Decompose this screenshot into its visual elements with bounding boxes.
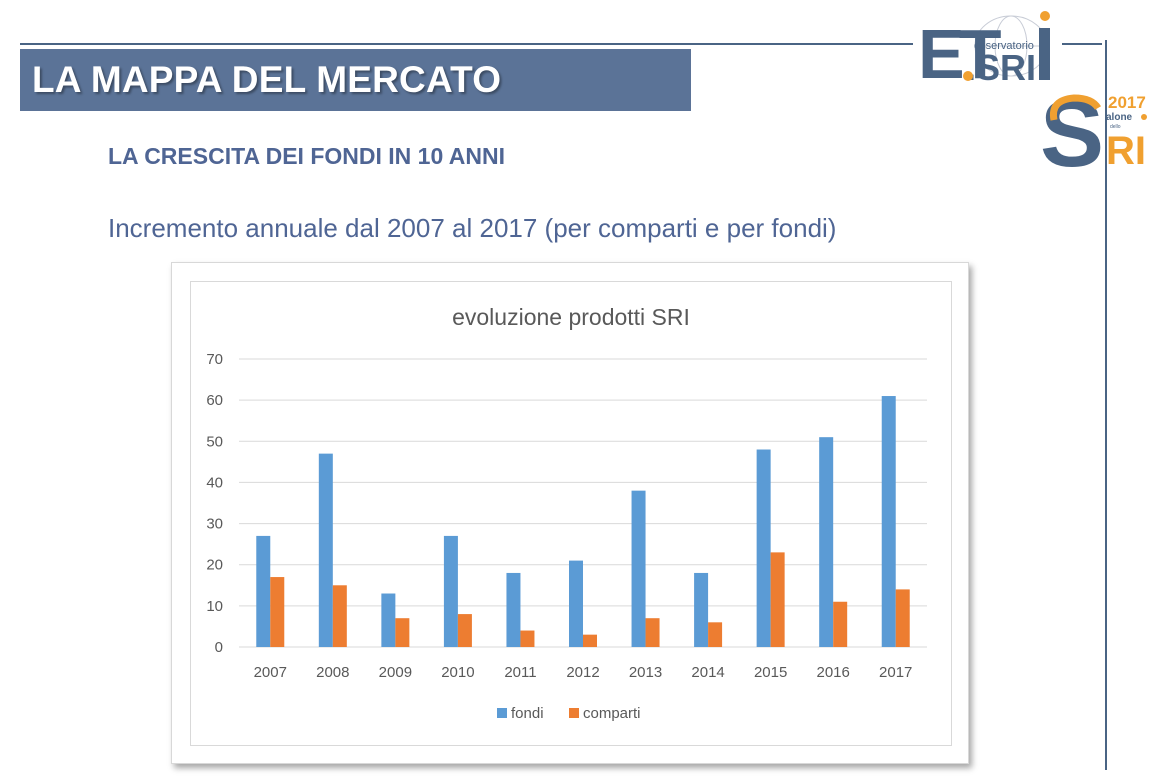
salone-ri: RI — [1106, 129, 1146, 170]
bar-chart: evoluzione prodotti SRI 010203040506070 … — [206, 304, 927, 722]
x-tick-label: 2015 — [754, 664, 787, 681]
bar-comparti-2013 — [645, 618, 660, 647]
legend-label-fondi: fondi — [511, 705, 544, 722]
bar-comparti-2007 — [270, 577, 285, 647]
bar-fondi-2013 — [631, 490, 646, 647]
bar-comparti-2011 — [520, 630, 535, 647]
salone-tiny: dello — [1110, 124, 1121, 130]
bar-fondi-2007 — [256, 535, 271, 647]
bar-comparti-2014 — [708, 622, 723, 647]
section-subtitle: LA CRESCITA DEI FONDI IN 10 ANNI — [108, 143, 505, 169]
bar-comparti-2016 — [833, 601, 848, 647]
y-tick-label: 70 — [206, 351, 223, 368]
x-tick-label: 2009 — [379, 664, 412, 681]
chart-area: evoluzione prodotti SRI 0 10 20 30 40 50 60 70 … — [190, 281, 952, 746]
osservatorio-sri-logo: ET osservatorio .SRI — [916, 6, 1066, 93]
salone-year: 2017 — [1108, 93, 1146, 112]
x-tick-label: 2012 — [566, 664, 599, 681]
bar-fondi-2010 — [443, 535, 458, 647]
bar-comparti-2015 — [770, 552, 785, 647]
bar-fondi-2017 — [881, 396, 896, 647]
logo-sri-text: .SRI — [966, 47, 1036, 86]
chart-title: evoluzione prodotti SRI — [452, 304, 690, 330]
x-tick-label: 2014 — [691, 664, 724, 681]
x-tick-label: 2016 — [816, 664, 849, 681]
bar-comparti-2012 — [583, 634, 597, 647]
x-tick-label: 2008 — [316, 664, 349, 681]
legend-swatch-comparti — [569, 708, 579, 718]
bar-comparti-2010 — [457, 614, 472, 647]
top-rule-right — [1062, 43, 1102, 45]
salone-sri-logo: S 2017 alone dello RI — [1040, 80, 1152, 187]
bar-fondi-2014 — [694, 572, 709, 647]
y-tick-label: 40 — [206, 474, 223, 491]
bar-fondi-2012 — [569, 560, 583, 647]
y-tick-label: 60 — [206, 392, 223, 409]
logo-osservatorio-text: osservatorio — [974, 40, 1034, 52]
right-rule — [1105, 40, 1107, 770]
bar-fondi-2009 — [381, 593, 396, 647]
y-tick-label: 0 — [215, 639, 223, 656]
x-tick-label: 2017 — [879, 664, 912, 681]
top-rule — [20, 43, 913, 45]
bar-fondi-2015 — [756, 449, 771, 647]
x-tick-label: 2010 — [441, 664, 474, 681]
x-tick-label: 2013 — [629, 664, 662, 681]
y-tick-label: 20 — [206, 557, 223, 574]
page-title: LA MAPPA DEL MERCATO — [32, 59, 502, 100]
logo-et-letters: ET — [918, 15, 1001, 86]
bar-comparti-2009 — [395, 618, 410, 647]
title-bar: LA MAPPA DEL MERCATO — [20, 49, 691, 111]
legend-swatch-fondi — [497, 708, 507, 718]
x-tick-label: 2011 — [504, 664, 536, 681]
bar-comparti-2008 — [332, 585, 347, 647]
salone-word: alone — [1106, 112, 1133, 123]
x-tick-label: 2007 — [254, 664, 287, 681]
bar-fondi-2011 — [506, 572, 521, 647]
y-tick-label: 10 — [206, 598, 223, 615]
bar-fondi-2016 — [819, 437, 834, 647]
chart-frame: evoluzione prodotti SRI 0 10 20 30 40 50 60 70 … — [171, 262, 969, 764]
legend-label-comparti: comparti — [583, 705, 641, 722]
chart-description: Incremento annuale dal 2007 al 2017 (per… — [108, 213, 837, 243]
y-tick-label: 50 — [206, 433, 223, 450]
bar-fondi-2008 — [318, 453, 333, 647]
y-tick-label: 30 — [206, 516, 223, 533]
bar-comparti-2017 — [895, 589, 910, 647]
logo-gold-dot — [963, 71, 973, 81]
